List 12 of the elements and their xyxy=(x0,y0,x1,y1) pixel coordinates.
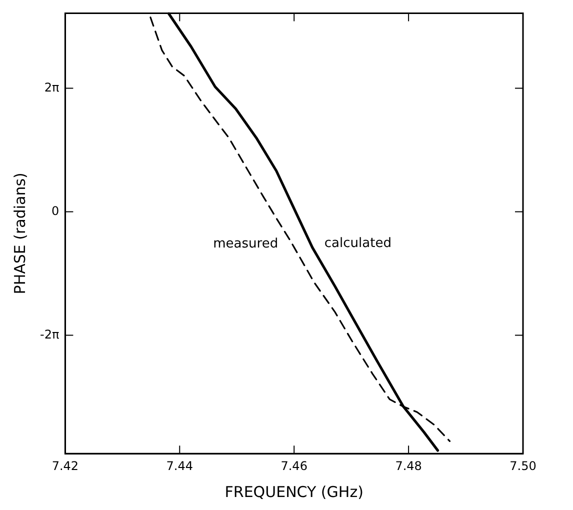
x-tick-label: 7.50 xyxy=(510,458,536,473)
x-tick-label: 7.46 xyxy=(280,458,308,473)
y-tick-label: 2π xyxy=(44,80,60,94)
y-axis-title: PHASE (radians) xyxy=(10,172,29,294)
y-tick-label: 0 xyxy=(52,204,60,218)
series-label: measured xyxy=(213,236,278,252)
x-tick-label: 7.42 xyxy=(52,458,79,473)
y-tick-label: -2π xyxy=(40,327,60,342)
x-tick-label: 7.48 xyxy=(395,458,422,473)
x-axis-title: FREQUENCY (GHz) xyxy=(224,482,364,501)
x-tick-label: 7.44 xyxy=(166,458,193,473)
series-label: calculated xyxy=(324,236,392,251)
